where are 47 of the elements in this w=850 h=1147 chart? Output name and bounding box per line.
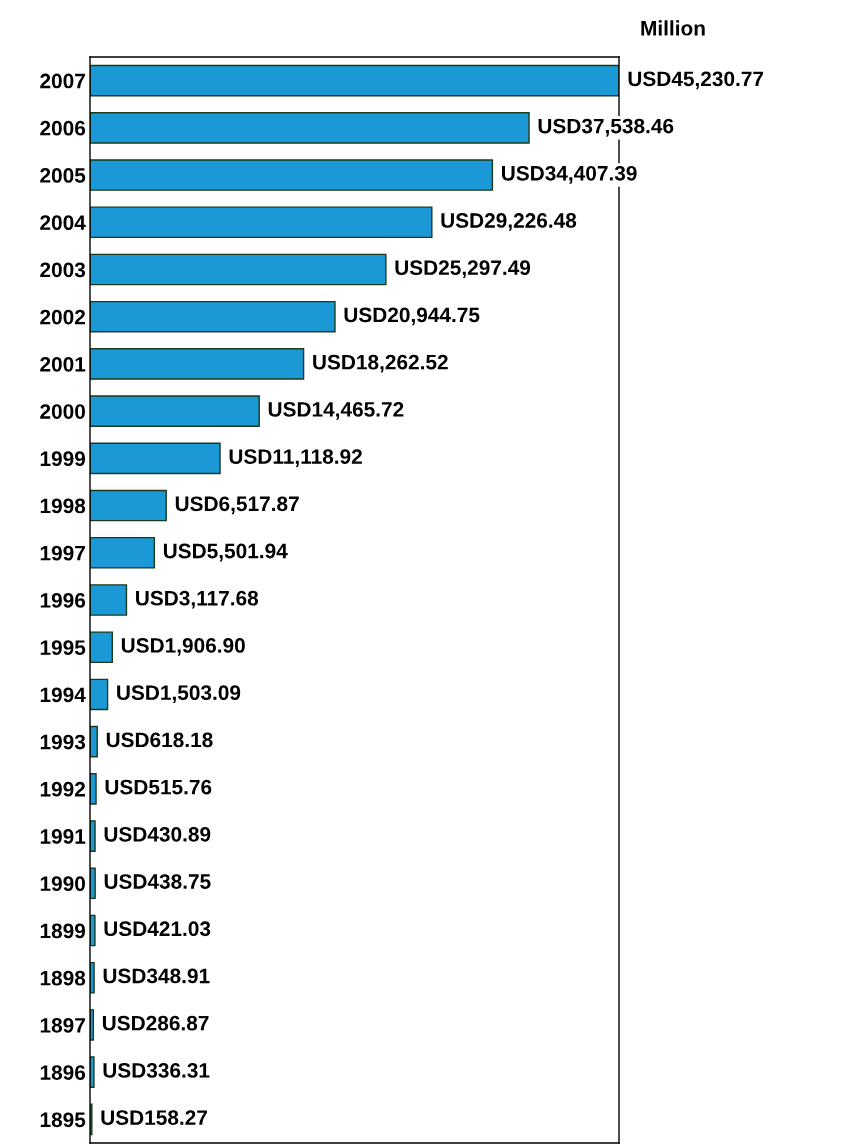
data-label: USD3,117.68 bbox=[136, 590, 259, 609]
y-tick-label: 1991 bbox=[40, 829, 86, 844]
y-tick-label: 2001 bbox=[40, 356, 86, 372]
data-label: USD1,503.09 bbox=[117, 685, 241, 704]
data-label: USD618.18 bbox=[106, 732, 213, 748]
y-tick-label: 2005 bbox=[40, 168, 86, 183]
y-tick-label: 2004 bbox=[40, 215, 86, 231]
data-label: USD20,944.75 bbox=[344, 307, 480, 326]
data-label: USD438.75 bbox=[104, 874, 211, 889]
y-tick-label: 1992 bbox=[40, 781, 85, 797]
data-label: USD336.31 bbox=[103, 1063, 210, 1078]
data-label: USD14,465.72 bbox=[268, 401, 404, 420]
data-label: USD5,501.94 bbox=[163, 543, 288, 562]
data-label: USD286.87 bbox=[102, 1015, 209, 1031]
data-label: USD25,297.49 bbox=[395, 260, 531, 279]
y-tick-label: 1897 bbox=[40, 1017, 85, 1033]
y-tick-label: 2000 bbox=[40, 404, 85, 419]
y-tick-label: 1996 bbox=[40, 593, 86, 608]
y-tick-label: 1895 bbox=[40, 1112, 86, 1128]
y-tick-label: 1896 bbox=[40, 1065, 86, 1080]
text: Million bbox=[641, 20, 705, 36]
data-label: USD45,230.77 bbox=[628, 71, 764, 90]
y-tick-label: 1898 bbox=[40, 970, 86, 986]
y-tick-label: 1999 bbox=[40, 451, 86, 467]
data-label: USD348.91 bbox=[103, 968, 210, 984]
data-label: USD421.03 bbox=[104, 921, 211, 937]
data-label: USD1,906.90 bbox=[121, 638, 245, 656]
data-label: USD6,517.87 bbox=[175, 496, 299, 515]
y-tick-label: 1993 bbox=[40, 734, 86, 750]
data-label: USD515.76 bbox=[105, 779, 212, 795]
y-tick-label: 1990 bbox=[40, 876, 85, 892]
data-label: USD158.27 bbox=[101, 1110, 207, 1125]
y-tick-label: 2006 bbox=[40, 120, 86, 136]
y-tick-label: 2002 bbox=[40, 309, 85, 325]
data-label: USD29,226.48 bbox=[441, 213, 577, 231]
y-tick-label: 1997 bbox=[40, 545, 85, 561]
data-label: USD11,118.92 bbox=[229, 449, 362, 467]
data-label: USD34,407.39 bbox=[502, 165, 637, 184]
data-label: USD430.89 bbox=[104, 826, 211, 842]
y-tick-label: 1994 bbox=[40, 687, 86, 703]
y-tick-label: 1899 bbox=[40, 923, 86, 939]
data-label: USD18,262.52 bbox=[313, 354, 448, 373]
y-tick-label: 2007 bbox=[40, 73, 85, 89]
data-label: USD37,538.46 bbox=[538, 118, 674, 137]
y-tick-label: 2003 bbox=[40, 262, 86, 278]
y-tick-label: 1995 bbox=[40, 640, 86, 655]
y-tick-label: 1998 bbox=[40, 498, 86, 514]
